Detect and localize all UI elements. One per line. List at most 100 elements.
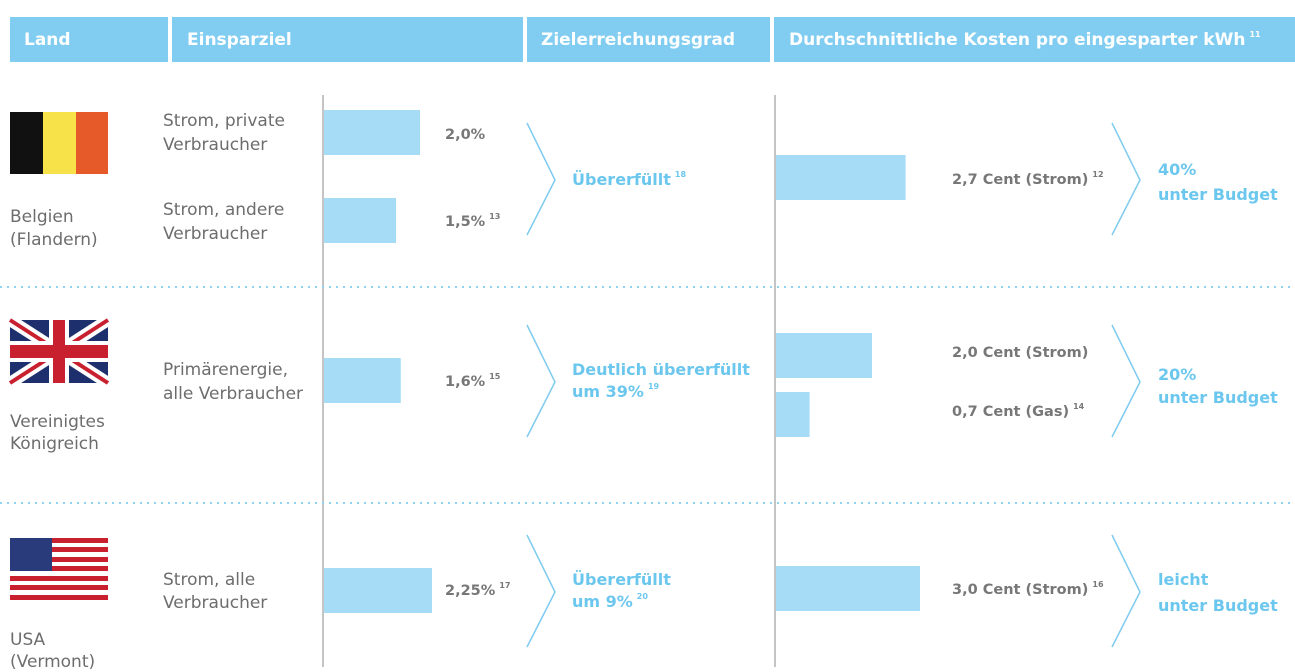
target-value-main: 1,6% xyxy=(445,374,486,390)
footnote: 16 xyxy=(1092,580,1104,589)
chevron xyxy=(1111,122,1141,236)
budget-main: 20% xyxy=(1158,365,1196,384)
budget-main: 40% xyxy=(1158,160,1196,179)
target-label-main: Strom, alle xyxy=(163,570,255,590)
budget: unter Budget xyxy=(1158,388,1278,407)
cost-bar xyxy=(776,392,810,437)
footnote: 12 xyxy=(1092,170,1103,179)
target-label-main: Strom, private xyxy=(163,111,285,131)
cost-value: 3,0 Cent (Strom) 16 xyxy=(952,580,1104,599)
achievement-main: um 39% xyxy=(572,382,644,401)
cost-value: 2,0 Cent (Strom) xyxy=(952,345,1088,361)
target-label-main: Verbraucher xyxy=(163,135,267,155)
country-main: (Vermont) xyxy=(10,652,95,672)
cost-value: 0,7 Cent (Gas) 14 xyxy=(952,402,1085,421)
header-cell xyxy=(527,17,770,62)
budget-main: unter Budget xyxy=(1158,596,1278,615)
target-value-main: 2,25% xyxy=(445,583,496,599)
header-label: Durchschnittliche Kosten pro eingesparte… xyxy=(789,30,1261,51)
country: Vereinigtes xyxy=(10,412,105,432)
cost-value-main: 0,7 Cent (Gas) xyxy=(952,404,1069,420)
target-value-main: 1,5% xyxy=(445,214,486,230)
target-label: Verbraucher xyxy=(163,224,267,244)
country: (Vermont) xyxy=(10,652,95,672)
cost-bar xyxy=(776,155,906,200)
header-label: Land xyxy=(24,30,71,50)
budget: 20% xyxy=(1158,365,1196,384)
achievement: um 9% 20 xyxy=(572,592,648,611)
target-label: Verbraucher xyxy=(163,593,267,613)
header-label-main: Zielerreichungsgrad xyxy=(541,30,735,50)
budget: unter Budget xyxy=(1158,185,1278,204)
target-label: Primärenergie, xyxy=(163,360,288,380)
budget-main: unter Budget xyxy=(1158,388,1278,407)
header-label-main: Durchschnittliche Kosten pro eingesparte… xyxy=(789,30,1245,50)
achievement-main: Übererfüllt xyxy=(572,170,671,189)
footnote: 18 xyxy=(675,170,687,179)
chevron xyxy=(526,324,556,438)
budget: unter Budget xyxy=(1158,596,1278,615)
target-label: alle Verbraucher xyxy=(163,384,303,404)
achievement-main: Deutlich übererfüllt xyxy=(572,360,750,379)
target-label: Strom, andere xyxy=(163,200,284,220)
budget-main: unter Budget xyxy=(1158,185,1278,204)
country-main: Belgien xyxy=(10,207,74,227)
country-main: USA xyxy=(10,630,46,650)
budget: leicht xyxy=(1158,570,1209,589)
target-label-main: Strom, andere xyxy=(163,200,284,220)
target-label: Strom, private xyxy=(163,111,285,131)
target-label: Verbraucher xyxy=(163,135,267,155)
cost-bar xyxy=(776,566,920,611)
header-cell xyxy=(774,17,1295,62)
flag-belgium xyxy=(10,112,108,174)
target-label-main: alle Verbraucher xyxy=(163,384,303,404)
target-label-main: Verbraucher xyxy=(163,593,267,613)
header-cell xyxy=(10,17,168,62)
footnote: 19 xyxy=(648,382,660,391)
footnote: 17 xyxy=(499,581,510,590)
header-label-main: Einsparziel xyxy=(187,30,292,50)
chevron xyxy=(1111,534,1141,648)
target-label-main: Verbraucher xyxy=(163,224,267,244)
target-label: Strom, alle xyxy=(163,570,255,590)
country: Belgien xyxy=(10,207,74,227)
cost-value-main: 3,0 Cent (Strom) xyxy=(952,582,1088,598)
cost-value-main: 2,0 Cent (Strom) xyxy=(952,345,1088,361)
footnote: 20 xyxy=(637,592,649,601)
footnote: 14 xyxy=(1073,402,1085,411)
achievement: Übererfüllt 18 xyxy=(572,170,686,189)
achievement-main: Übererfüllt xyxy=(572,570,671,589)
achievement: Übererfüllt xyxy=(572,570,671,589)
cost-bar xyxy=(776,333,872,378)
achievement: Deutlich übererfüllt xyxy=(572,360,750,379)
target-value: 1,5% 13 xyxy=(445,212,500,231)
header-label: Zielerreichungsgrad xyxy=(541,30,735,50)
header-cell xyxy=(172,17,523,62)
target-value-main: 2,0% xyxy=(445,127,486,143)
chevron xyxy=(526,122,556,236)
achievement: um 39% 19 xyxy=(572,382,660,401)
country-main: Vereinigtes xyxy=(10,412,105,432)
target-bar xyxy=(324,198,396,243)
footnote: 15 xyxy=(489,372,501,381)
target-label-main: Primärenergie, xyxy=(163,360,288,380)
cost-value-main: 2,7 Cent (Strom) xyxy=(952,172,1088,188)
country-main: (Flandern) xyxy=(10,230,98,250)
chevron xyxy=(526,534,556,648)
target-bar xyxy=(324,110,420,155)
country-main: Königreich xyxy=(10,434,99,454)
chevron xyxy=(1111,324,1141,438)
header-label-main: Land xyxy=(24,30,71,50)
flag-usa xyxy=(10,538,108,600)
budget: 40% xyxy=(1158,160,1196,179)
achievement-main: um 9% xyxy=(572,592,633,611)
country: Königreich xyxy=(10,434,99,454)
footnote: 11 xyxy=(1249,30,1261,39)
target-value: 2,0% xyxy=(445,127,486,143)
header-label: Einsparziel xyxy=(187,30,292,50)
footnote: 13 xyxy=(489,212,500,221)
budget-main: leicht xyxy=(1158,570,1209,589)
country: USA xyxy=(10,630,46,650)
country: (Flandern) xyxy=(10,230,98,250)
